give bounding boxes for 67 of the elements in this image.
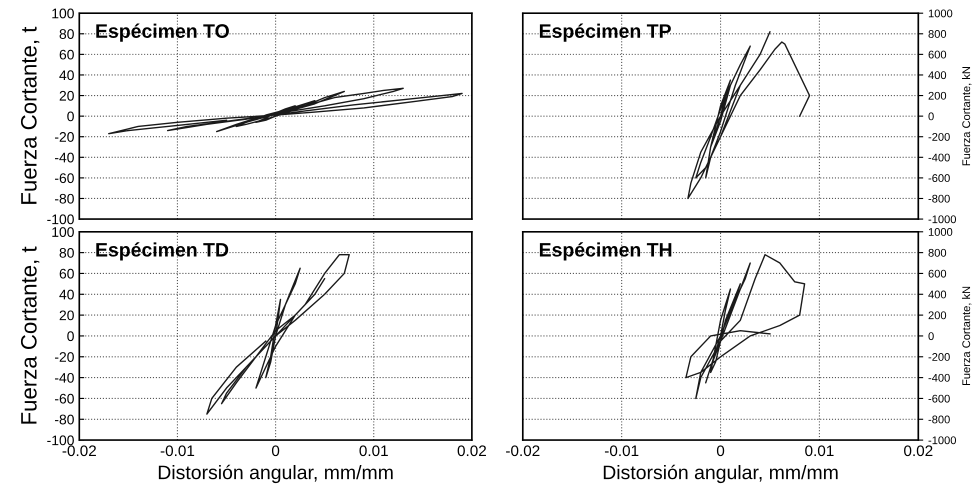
y-axis-title: Fuerza Cortante, t — [20, 26, 40, 204]
y-tick-label: 1000 — [928, 228, 952, 236]
y-tick-label: 600 — [928, 270, 946, 278]
y-tick-label: 1000 — [928, 9, 952, 18]
chart-title: Espécimen TP — [540, 23, 671, 42]
y-tick-label: -1000 — [928, 436, 956, 444]
x-axis-title: Distorsión angular, mm/mm — [604, 464, 838, 484]
y-tick-label: -40 — [54, 372, 74, 383]
y-tick-label: 600 — [928, 50, 946, 59]
x-tick-label: 0.02 — [458, 445, 486, 456]
chart-title: Espécimen TO — [96, 23, 229, 42]
line-series — [108, 88, 463, 134]
y-tick-label: -60 — [54, 173, 74, 184]
y-tick-label: -100 — [47, 214, 74, 224]
y-tick-label: 100 — [52, 8, 74, 18]
x-tick-label: 0.01 — [359, 445, 388, 456]
y-tick-label: -800 — [928, 416, 950, 424]
y-tick-label: 60 — [60, 268, 74, 279]
y-tick-label: -60 — [54, 394, 74, 404]
x-tick-label: 0 — [716, 445, 724, 456]
x-tick-label: 0 — [272, 445, 280, 456]
y-tick-label: -20 — [54, 352, 74, 362]
y-tick-label: 800 — [928, 248, 946, 257]
line-series — [685, 254, 806, 400]
y-tick-label: 400 — [928, 71, 946, 80]
y-tick-label: 200 — [928, 92, 946, 100]
text: Espécimen TD — [96, 242, 228, 260]
y-tick-label: -80 — [54, 194, 74, 204]
y-tick-label: 100 — [52, 227, 74, 237]
y-tick-label: 80 — [60, 248, 74, 258]
y-tick-label: 40 — [59, 70, 74, 80]
y-tick-label: 0 — [67, 111, 74, 122]
y-tick-label: -40 — [54, 152, 74, 162]
y-tick-label: 20 — [60, 310, 74, 320]
x-tick-label: 0.01 — [805, 445, 834, 456]
x-axis-title: Distorsión angular, mm/mm — [158, 464, 393, 484]
y-tick-label: -400 — [928, 374, 950, 382]
y-tick-label: 200 — [928, 311, 946, 320]
y-tick-label: -1000 — [928, 215, 956, 224]
y-tick-label: 0 — [928, 112, 934, 120]
y-tick-label: -200 — [928, 353, 950, 361]
y-axis-title: Fuerza Cortante, kN — [962, 286, 972, 386]
y-tick-label: -600 — [928, 174, 950, 182]
x-tick-label: -0.01 — [160, 445, 194, 456]
y-tick-label: 0 — [928, 332, 934, 340]
y-tick-label: -20 — [54, 132, 74, 142]
x-tick-label: -0.02 — [62, 445, 96, 456]
y-tick-label: -200 — [928, 132, 950, 141]
y-tick-label: 40 — [59, 290, 74, 300]
line-series — [687, 31, 810, 200]
x-tick-label: -0.01 — [604, 445, 638, 456]
text: Espécimen TH — [540, 242, 672, 260]
x-tick-label: 0.02 — [904, 445, 932, 456]
y-tick-label: 60 — [60, 50, 74, 60]
y-tick-label: -80 — [54, 414, 74, 424]
y-tick-label: -800 — [928, 194, 950, 203]
y-tick-label: -400 — [928, 154, 950, 162]
y-tick-label: 800 — [928, 30, 946, 38]
y-tick-label: -100 — [47, 435, 74, 446]
y-tick-label: -600 — [928, 394, 950, 403]
y-axis-title: Fuerza Cortante, t — [20, 246, 40, 424]
y-tick-label: 0 — [67, 331, 74, 342]
y-axis-title: Fuerza Cortante, kN — [962, 67, 972, 166]
y-tick-label: 400 — [928, 290, 946, 298]
y-tick-label: 20 — [60, 90, 74, 101]
y-tick-label: 80 — [60, 29, 74, 39]
x-tick-label: -0.02 — [506, 445, 540, 456]
